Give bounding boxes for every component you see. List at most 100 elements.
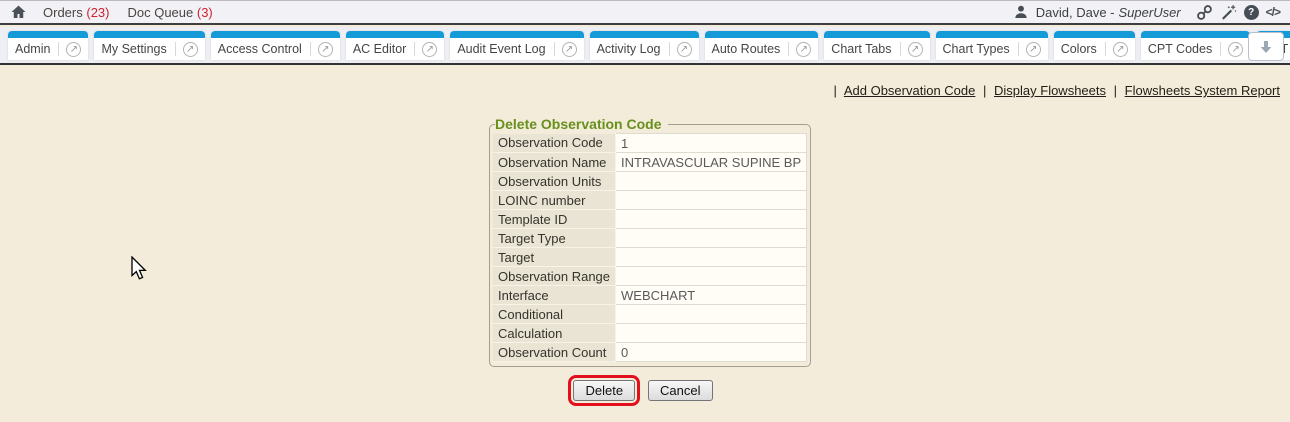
tab-access-control[interactable]: Access Control ↗ (210, 31, 340, 60)
tab-divider (1104, 42, 1106, 56)
field-label: LOINC number (493, 190, 617, 210)
tab-admin[interactable]: Admin ↗ (8, 31, 89, 60)
open-in-window-icon[interactable]: ↗ (1112, 41, 1128, 57)
tab-ac-editor[interactable]: AC Editor ↗ (345, 31, 445, 60)
open-in-window-icon[interactable]: ↗ (796, 41, 812, 57)
field-label: Target (493, 247, 617, 267)
tab-activity-log[interactable]: Activity Log ↗ (589, 31, 699, 60)
tab-label: Access Control (217, 42, 302, 56)
home-icon[interactable] (10, 4, 27, 20)
open-in-window-icon[interactable]: ↗ (561, 41, 577, 57)
form-legend: Delete Observation Code (495, 116, 662, 132)
open-in-window-icon[interactable]: ↗ (676, 41, 692, 57)
link-separator: | (983, 83, 987, 98)
top-header-bar: Orders (23) Doc Queue (3) David, Dave -S… (0, 0, 1290, 25)
tab-divider (553, 42, 555, 56)
tab-colors[interactable]: Colors ↗ (1053, 31, 1135, 60)
open-in-window-icon[interactable]: ↗ (422, 41, 438, 57)
tab-label: CPT Codes (1147, 42, 1213, 56)
nav-orders-label: Orders (43, 4, 83, 20)
code-icon[interactable]: </> (1265, 5, 1281, 19)
tab-divider (414, 42, 416, 56)
open-in-window-icon[interactable]: ↗ (317, 41, 333, 57)
tab-label: Admin (15, 42, 51, 56)
delete-observation-fieldset: Delete Observation Code Observation Code… (489, 116, 812, 367)
tab-label: Chart Tabs (831, 42, 892, 56)
user-name-text: David, Dave - (1035, 4, 1115, 20)
field-value (615, 209, 808, 229)
admin-tab-bar: Admin ↗ My Settings ↗ Access Control ↗ AC E… (0, 27, 1290, 65)
field-label: Target Type (493, 228, 617, 248)
tab-label: Chart Types (942, 42, 1010, 56)
tab-divider (174, 42, 176, 56)
field-value: 0 (615, 342, 808, 362)
field-value (615, 247, 808, 267)
add-observation-code-link[interactable]: Add Observation Code (843, 83, 976, 98)
delete-button[interactable]: Delete (568, 375, 641, 406)
field-value (615, 228, 808, 248)
tab-label: Audit Event Log (457, 42, 546, 56)
table-row: Observation Code 1 (493, 133, 808, 153)
tab-divider (1017, 42, 1019, 56)
tab-divider (1220, 42, 1222, 56)
field-label: Observation Name (493, 152, 617, 172)
field-label: Template ID (493, 209, 617, 229)
tab-accent-strip (1140, 31, 1251, 38)
tab-chart-tabs[interactable]: Chart Tabs ↗ (824, 31, 930, 60)
field-value: INTRAVASCULAR SUPINE BP (615, 152, 808, 172)
tab-chart-types[interactable]: Chart Types ↗ (935, 31, 1048, 60)
tab-auto-routes[interactable]: Auto Routes ↗ (704, 31, 819, 60)
user-menu[interactable]: David, Dave - SuperUser (1036, 5, 1181, 20)
tab-divider (309, 42, 311, 56)
tab-label: Colors (1060, 42, 1097, 56)
field-label: Calculation (493, 323, 617, 343)
open-in-window-icon[interactable]: ↗ (1025, 41, 1041, 57)
tab-divider (58, 42, 60, 56)
flowsheets-system-report-link[interactable]: Flowsheets System Report (1124, 83, 1280, 98)
more-tabs-button[interactable] (1248, 32, 1284, 61)
field-value (615, 323, 808, 343)
tab-audit-event-log[interactable]: Audit Event Log ↗ (450, 31, 584, 60)
field-label: Conditional (493, 304, 617, 324)
nav-orders[interactable]: Orders (23) (43, 5, 109, 20)
wand-icon[interactable] (1220, 4, 1237, 21)
doc-queue-count-badge: (3) (196, 4, 213, 20)
field-value (615, 266, 808, 286)
field-value (615, 304, 808, 324)
tab-accent-strip (935, 31, 1048, 38)
table-row: Template ID (493, 209, 808, 229)
page-action-links: | Add Observation Code | Display Flowshe… (830, 83, 1280, 98)
open-in-window-icon[interactable]: ↗ (1228, 41, 1244, 57)
cancel-button[interactable]: Cancel (648, 380, 713, 401)
link-icon[interactable] (1196, 4, 1213, 21)
tab-cpt-codes[interactable]: CPT Codes ↗ (1140, 31, 1251, 60)
field-label: Interface (493, 285, 617, 305)
field-value: 1 (615, 133, 808, 153)
open-in-window-icon[interactable]: ↗ (907, 41, 923, 57)
open-in-window-icon[interactable]: ↗ (182, 41, 198, 57)
display-flowsheets-link[interactable]: Display Flowsheets (994, 83, 1107, 98)
nav-doc-queue-label: Doc Queue (127, 4, 194, 20)
nav-doc-queue[interactable]: Doc Queue (3) (127, 5, 212, 20)
table-row: Observation Name INTRAVASCULAR SUPINE BP (493, 152, 808, 172)
table-row: Target Type (493, 228, 808, 248)
link-separator: | (1113, 83, 1118, 98)
orders-count-badge: (23) (86, 4, 110, 20)
link-separator: | (833, 83, 837, 98)
user-role-text: SuperUser (1118, 4, 1181, 20)
help-icon[interactable]: ? (1243, 4, 1259, 20)
field-label: Observation Code (493, 133, 617, 153)
field-value (615, 171, 808, 191)
tab-divider (899, 42, 901, 56)
chevron-down-icon (1260, 40, 1272, 53)
tab-label: AC Editor (352, 42, 407, 56)
tab-accent-strip (824, 31, 930, 38)
mouse-cursor (131, 256, 147, 280)
tab-accent-strip (450, 31, 584, 38)
tab-my-settings[interactable]: My Settings ↗ (94, 31, 205, 60)
tab-accent-strip (94, 31, 205, 38)
open-in-window-icon[interactable]: ↗ (66, 41, 82, 57)
table-row: LOINC number (493, 190, 808, 210)
table-row: Calculation (493, 323, 808, 343)
